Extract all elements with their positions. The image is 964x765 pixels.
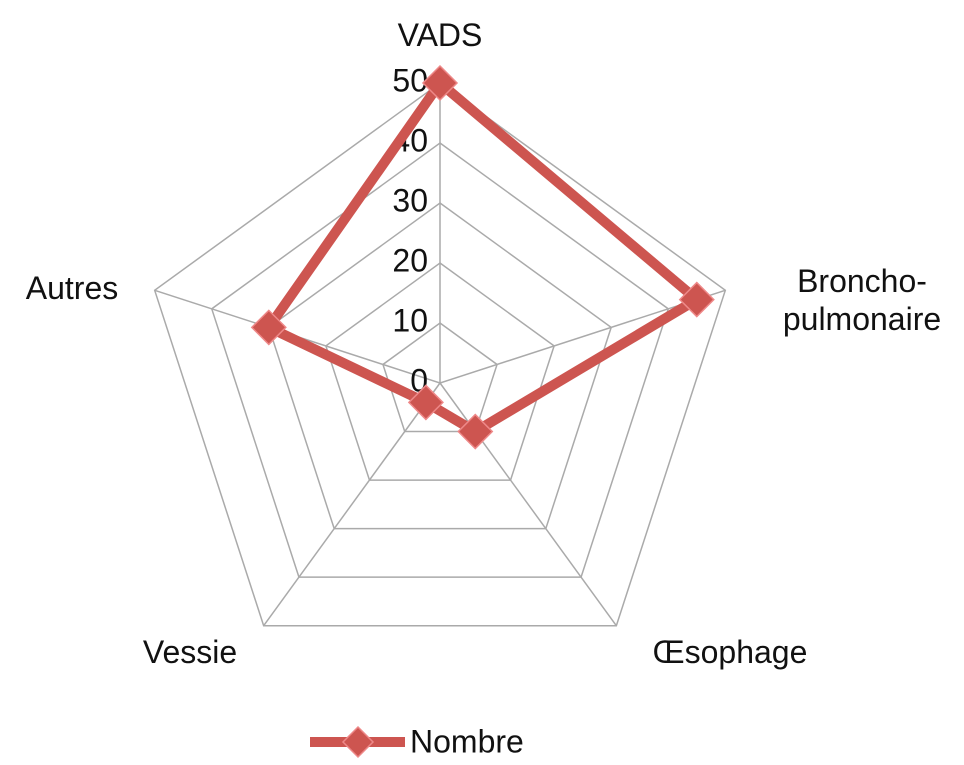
series-line: [263, 78, 702, 437]
grid-ring: [267, 202, 613, 530]
tick-label: 10: [392, 302, 428, 338]
spoke: [439, 382, 617, 627]
tick-label: 30: [392, 182, 428, 218]
grid-ring: [210, 142, 670, 578]
category-label: VADS: [397, 17, 483, 53]
category-label: Œsophage: [652, 634, 808, 670]
category-label: Broncho-pulmonaire: [782, 263, 942, 337]
marker: [457, 413, 494, 450]
legend-label: Nombre: [410, 723, 524, 759]
grid-ring: [382, 322, 498, 433]
tick-label: 20: [392, 242, 428, 278]
tick-label: 50: [392, 62, 428, 98]
marker: [407, 384, 444, 421]
marker: [678, 281, 715, 318]
grid-ring: [153, 82, 727, 627]
category-label: Autres: [25, 270, 119, 306]
category-label: Vessie: [142, 634, 238, 670]
marker: [250, 309, 287, 346]
legend-marker: [341, 725, 375, 759]
marker: [421, 64, 459, 102]
grid-ring: [324, 262, 556, 481]
spoke: [263, 382, 441, 627]
